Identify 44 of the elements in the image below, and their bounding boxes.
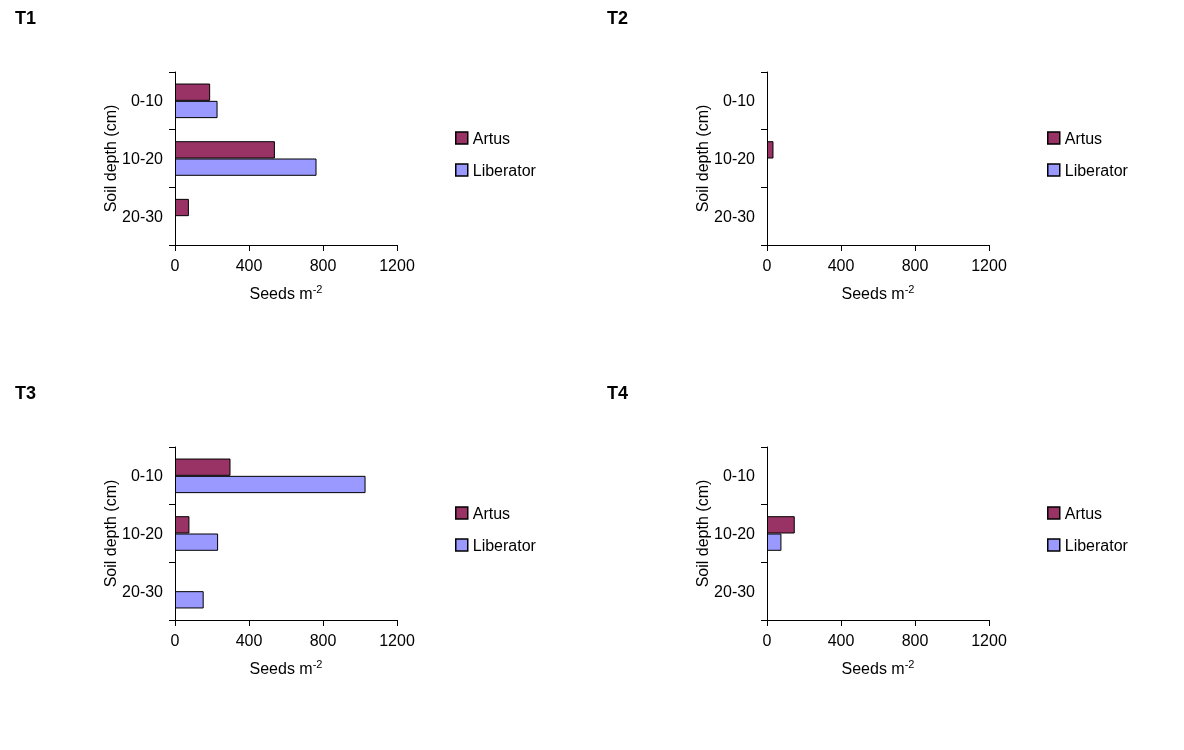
text: T2 — [607, 8, 629, 28]
y-tick-label: 20-30 — [714, 207, 756, 225]
x-tick-label: 1200 — [971, 631, 1007, 649]
y-tick-label: 0-10 — [130, 92, 164, 110]
y-tick-label: 10-20 — [714, 525, 756, 542]
x-tick-label: 800 — [309, 256, 337, 274]
y-tick-label: 10-20 — [122, 525, 164, 542]
legend-label: Liberator — [472, 536, 537, 554]
x-tick-label: 400 — [235, 631, 263, 649]
y-tick-label: 0-10 — [722, 92, 756, 110]
legend-label: Artus — [472, 504, 511, 522]
y-axis-title: Soil depth (cm) — [693, 104, 711, 213]
legend-label: Liberator — [1064, 536, 1129, 554]
x-tick-label: 1200 — [971, 256, 1007, 274]
legend-label: Liberator — [472, 161, 537, 179]
legend-label: Artus — [1064, 129, 1103, 147]
x-tick-label: 0 — [170, 631, 180, 649]
y-tick-label: 20-30 — [714, 582, 756, 600]
x-tick-label: 0 — [170, 256, 180, 274]
x-tick-label: 400 — [235, 256, 263, 274]
x-tick-label: 1200 — [379, 256, 415, 274]
x-tick-label: 800 — [901, 631, 929, 649]
text: T3 — [15, 383, 37, 403]
x-tick-label: 0 — [762, 631, 772, 649]
y-axis-title: Soil depth (cm) — [101, 479, 119, 588]
y-tick-label: 10-20 — [122, 150, 164, 167]
y-axis-title: Soil depth (cm) — [693, 479, 711, 588]
y-tick-label: 0-10 — [722, 467, 756, 485]
x-tick-label: 400 — [827, 631, 855, 649]
y-tick-label: 10-20 — [714, 150, 756, 167]
legend-label: Liberator — [1064, 161, 1129, 179]
x-tick-label: 800 — [901, 256, 929, 274]
x-tick-label: 0 — [762, 256, 772, 274]
y-tick-label: 20-30 — [122, 582, 164, 600]
y-axis-title: Soil depth (cm) — [101, 104, 119, 213]
x-tick-label: 400 — [827, 256, 855, 274]
legend-label: Artus — [472, 129, 511, 147]
y-tick-label: 20-30 — [122, 207, 164, 225]
text: T4 — [607, 383, 629, 403]
legend-label: Artus — [1064, 504, 1103, 522]
text: T1 — [15, 8, 37, 28]
x-tick-label: 1200 — [379, 631, 415, 649]
y-tick-label: 0-10 — [130, 467, 164, 485]
x-tick-label: 800 — [309, 631, 337, 649]
